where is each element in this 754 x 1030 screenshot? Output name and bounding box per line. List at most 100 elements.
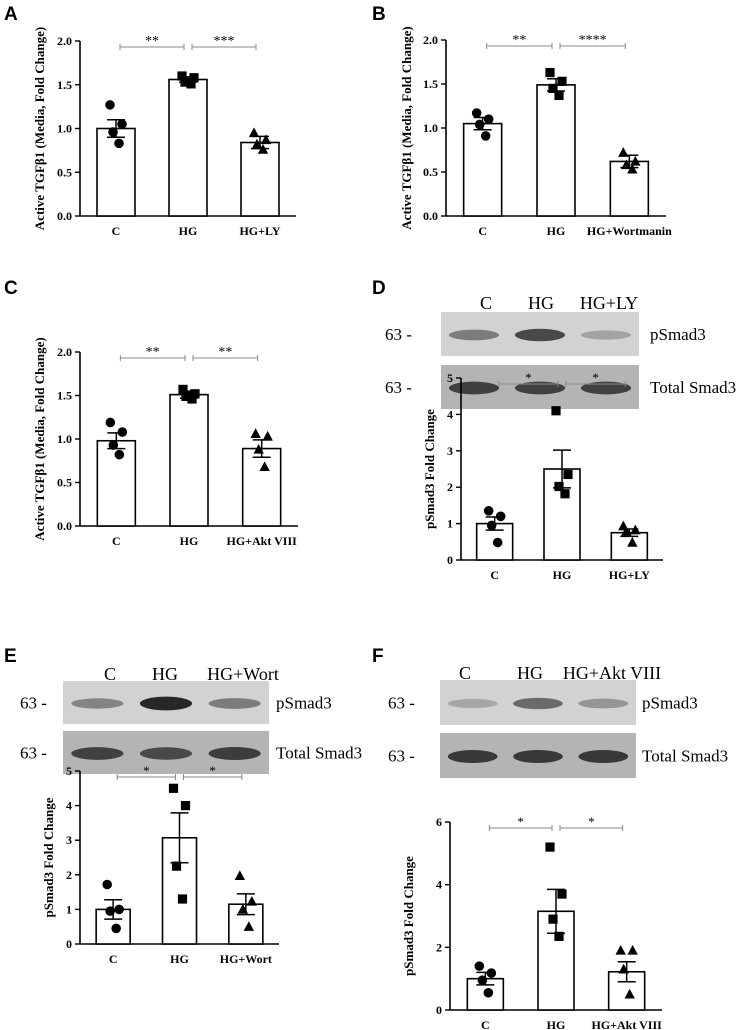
- y-tick-label-d: 5: [447, 371, 453, 385]
- chart-panel-e: 0 1 2 3 4 5 pSmad3 Fold Change C HG HG+Wort * *: [41, 763, 279, 966]
- y-tick-label-e: 4: [66, 799, 72, 813]
- blot-band-f-1-1: [513, 749, 563, 764]
- data-point-a-1: [180, 77, 190, 87]
- x-tick-label-b-2: HG+Wortmanin: [587, 224, 672, 238]
- y-tick-label-a: 2.0: [57, 34, 72, 48]
- x-tick-label-f-2: HG+Akt VIII: [592, 1018, 663, 1030]
- data-point-c-0: [114, 449, 125, 460]
- y-tick-label-c: 1.5: [57, 389, 72, 403]
- data-point-a-1: [186, 79, 196, 89]
- blot-band-e-0-2: [208, 698, 261, 709]
- data-point-a-0: [105, 100, 115, 110]
- blot-band-e-1-0: [71, 747, 124, 760]
- data-point-e-1: [171, 861, 182, 871]
- data-point-e-2: [234, 870, 246, 881]
- x-tick-label-d-1: HG: [553, 568, 572, 582]
- data-point-d-0: [495, 511, 506, 522]
- y-axis-label-c: Active TGFβ1 (Media, Fold Change): [32, 337, 47, 540]
- data-point-b-2: [621, 159, 632, 170]
- data-point-b-1: [554, 90, 564, 101]
- panel-letter-c: C: [4, 278, 18, 299]
- y-axis-label-d: pSmad3 Fold Change: [422, 409, 437, 529]
- blot-band-d-0-2: [580, 330, 632, 340]
- significance-label-f-1: *: [588, 814, 595, 829]
- y-tick-label-e: 5: [66, 764, 72, 778]
- data-point-a-1: [189, 73, 199, 83]
- data-point-d-1: [560, 489, 570, 499]
- lane-label-f-1: HG: [517, 663, 543, 683]
- chart-panel-f: 0 2 4 6 pSmad3 Fold Change C HG HG+Akt VIII * *: [401, 814, 662, 1030]
- blot-band-e-1-2: [208, 747, 261, 760]
- data-point-c-0: [105, 417, 116, 428]
- chart-panel-d: 0 1 2 3 4 5 pSmad3 Fold Change C HG HG+LY * *: [422, 370, 663, 582]
- lane-label-d-2: HG+LY: [580, 293, 638, 313]
- significance-label-e-0: *: [143, 763, 150, 778]
- y-tick-label-c: 0.0: [57, 519, 72, 533]
- y-tick-label-f: 4: [436, 878, 442, 892]
- x-tick-label-c-1: HG: [180, 534, 199, 548]
- band-label-d-0: pSmad3: [650, 325, 706, 344]
- band-label-e-1: Total Smad3: [276, 744, 362, 763]
- x-tick-label-a-0: C: [112, 224, 121, 238]
- data-point-e-1: [177, 894, 188, 904]
- data-point-a-2: [260, 134, 272, 145]
- y-tick-label-e: 1: [66, 902, 72, 916]
- data-point-b-2: [630, 155, 641, 166]
- data-point-f-2: [618, 963, 629, 974]
- blot-band-f-0-1: [513, 697, 563, 710]
- data-point-d-0: [492, 537, 503, 548]
- bar-c-2: [241, 447, 282, 527]
- mw-marker-e-0: 63 -: [20, 694, 47, 713]
- data-point-e-0: [114, 904, 124, 915]
- mw-marker-d-1: 63 -: [385, 378, 412, 397]
- blot-band-f-1-2: [578, 749, 629, 764]
- x-tick-label-b-1: HG: [547, 224, 566, 238]
- bar-b-1: [536, 84, 576, 217]
- y-tick-label-c: 2.0: [57, 345, 72, 359]
- data-point-c-1: [178, 384, 188, 395]
- data-point-c-1: [181, 391, 191, 401]
- band-label-f-0: pSmad3: [642, 694, 698, 713]
- lane-label-f-2: HG+Akt VIII: [563, 663, 661, 683]
- data-point-c-2: [250, 428, 261, 438]
- y-tick-label-e: 2: [66, 868, 72, 882]
- data-point-c-2: [253, 443, 264, 454]
- significance-label-e-1: *: [209, 763, 216, 778]
- data-point-a-1: [177, 71, 187, 81]
- data-point-b-0: [480, 131, 491, 141]
- data-point-d-1: [554, 481, 564, 492]
- x-tick-label-e-2: HG+Wort: [220, 952, 272, 966]
- y-tick-label-c: 0.5: [57, 476, 72, 490]
- panel-letter-e: E: [4, 646, 17, 667]
- y-tick-label-b: 0.0: [423, 209, 438, 223]
- significance-label-c-0: **: [146, 345, 160, 360]
- data-point-c-1: [187, 394, 197, 404]
- data-point-c-0: [108, 440, 119, 450]
- data-point-a-0: [117, 119, 127, 129]
- blot-band-f-0-0: [447, 698, 498, 709]
- data-point-d-0: [483, 506, 494, 516]
- x-tick-label-c-2: HG+Akt VIII: [227, 534, 298, 548]
- data-point-b-0: [483, 114, 494, 124]
- data-point-e-0: [105, 906, 115, 916]
- y-tick-label-f: 6: [436, 815, 442, 829]
- y-tick-label-d: 3: [447, 444, 453, 458]
- data-point-f-1: [557, 889, 567, 899]
- x-tick-label-f-0: C: [481, 1018, 490, 1030]
- data-point-d-2: [630, 524, 641, 535]
- data-point-b-0: [474, 119, 485, 130]
- data-point-e-0: [102, 879, 112, 890]
- data-point-f-2: [624, 988, 635, 999]
- y-tick-label-f: 0: [436, 1003, 442, 1017]
- band-label-e-0: pSmad3: [276, 694, 332, 713]
- data-point-b-1: [545, 67, 555, 78]
- data-point-a-0: [108, 127, 118, 137]
- data-point-d-2: [621, 526, 632, 536]
- chart-panel-a: 0.0 0.5 1.0 1.5 2.0 Active TGFβ1 (Media, Fold…: [32, 27, 296, 238]
- data-point-c-1: [190, 389, 200, 399]
- data-point-f-1: [554, 931, 564, 941]
- data-point-f-1: [548, 914, 558, 924]
- band-label-f-1: Total Smad3: [642, 747, 728, 766]
- lane-label-e-2: HG+Wort: [207, 664, 279, 684]
- bar-a-1: [168, 78, 208, 217]
